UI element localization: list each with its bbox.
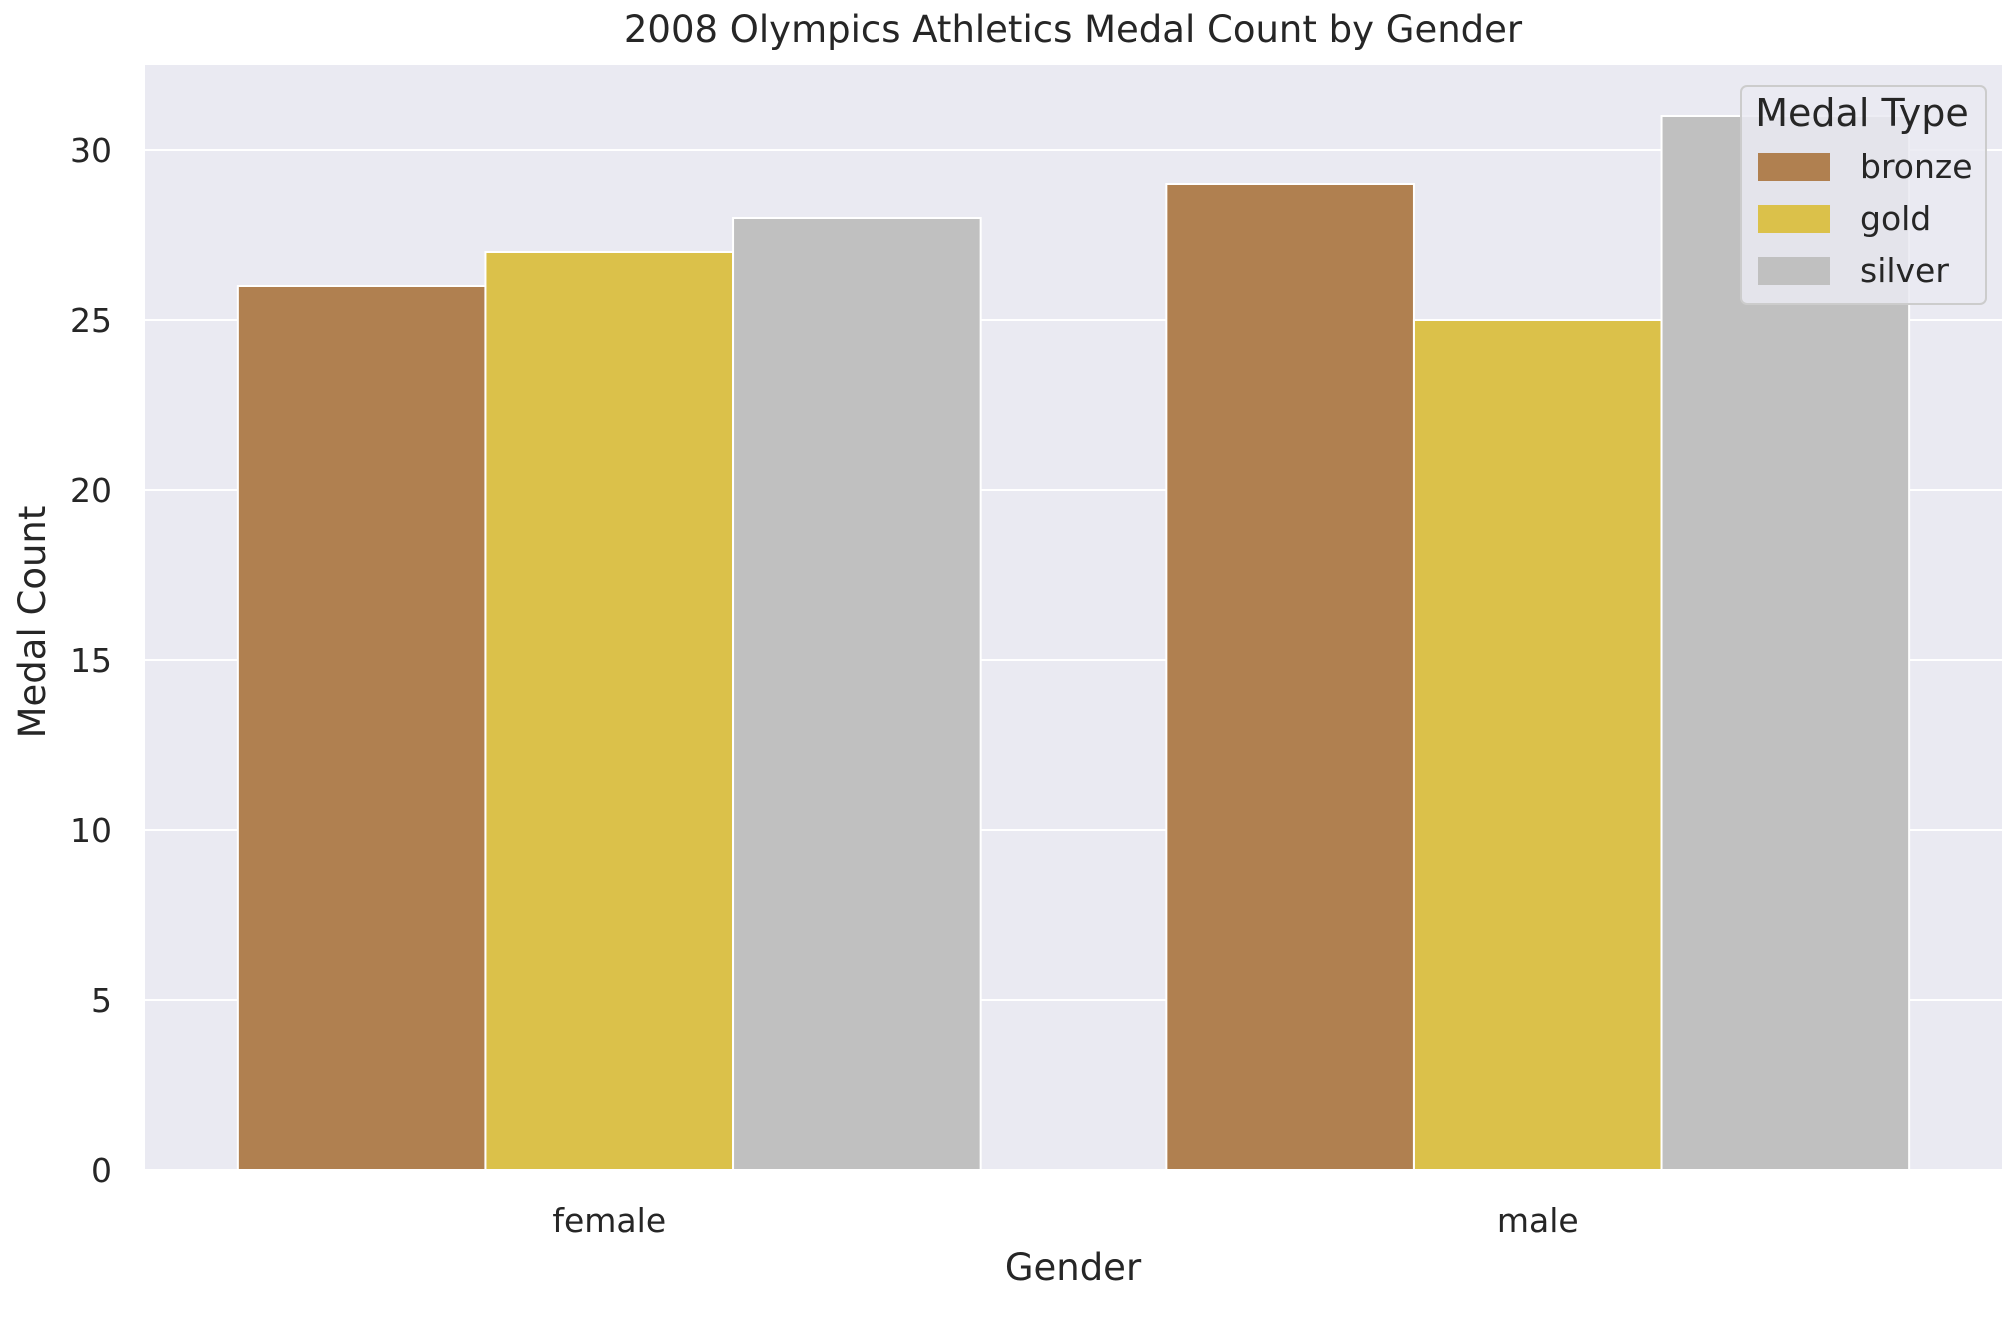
legend: Medal Type bronze gold silver: [1740, 85, 1987, 305]
bars: [236, 115, 1911, 1171]
bar-bronze-male: [1165, 183, 1415, 1171]
legend-swatch-gold: [1758, 205, 1830, 233]
legend-box: [1740, 85, 1987, 305]
y-axis-ticks: 0 5 10 15 20 25 30: [70, 131, 112, 1190]
bar-silver-female: [732, 217, 982, 1171]
legend-label-gold: gold: [1860, 199, 1931, 238]
x-axis-ticks: female male: [552, 1201, 1578, 1240]
legend-items: bronze gold silver: [1758, 147, 1973, 290]
legend-title: Medal Type: [1755, 91, 1969, 135]
x-tick-label: female: [552, 1201, 666, 1240]
y-tick-label: 10: [70, 811, 112, 850]
y-tick-label: 30: [70, 131, 112, 170]
y-tick-label: 15: [70, 641, 112, 680]
chart-title: 2008 Olympics Athletics Medal Count by G…: [624, 8, 1523, 51]
y-tick-label: 20: [70, 471, 112, 510]
y-tick-label: 0: [91, 1151, 112, 1190]
x-tick-label: male: [1497, 1201, 1579, 1240]
legend-label-silver: silver: [1860, 251, 1949, 290]
x-axis-label: Gender: [1005, 1246, 1142, 1289]
legend-swatch-silver: [1758, 257, 1830, 285]
bar-gold-female: [484, 251, 735, 1171]
y-tick-label: 25: [70, 301, 112, 340]
y-axis-label: Medal Count: [11, 506, 54, 739]
bar-gold-male: [1412, 319, 1663, 1171]
legend-label-bronze: bronze: [1860, 147, 1973, 186]
bar-bronze-female: [236, 285, 487, 1171]
legend-swatch-bronze: [1758, 153, 1830, 181]
y-tick-label: 5: [91, 981, 112, 1020]
